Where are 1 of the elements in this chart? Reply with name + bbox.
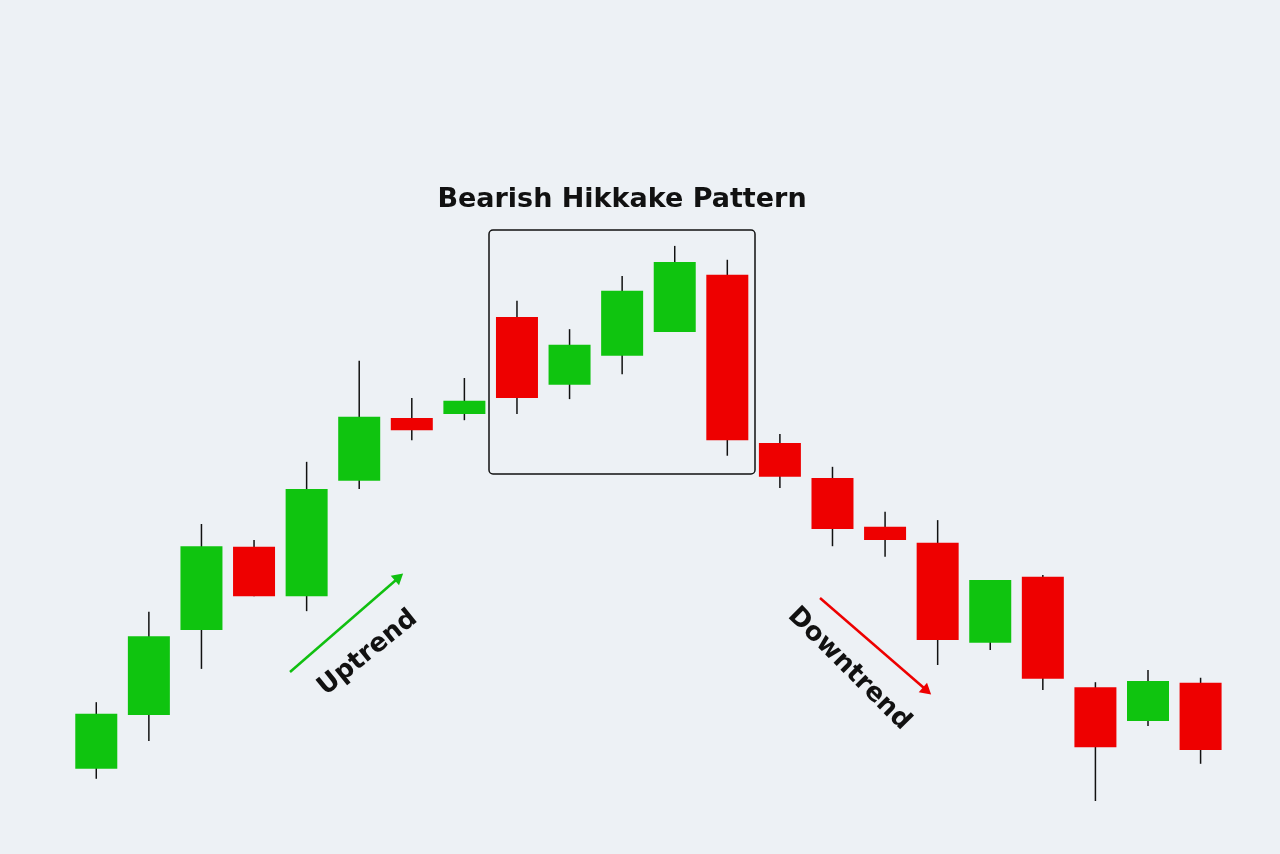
text: Bearish Hikkake Pattern [437,182,807,213]
